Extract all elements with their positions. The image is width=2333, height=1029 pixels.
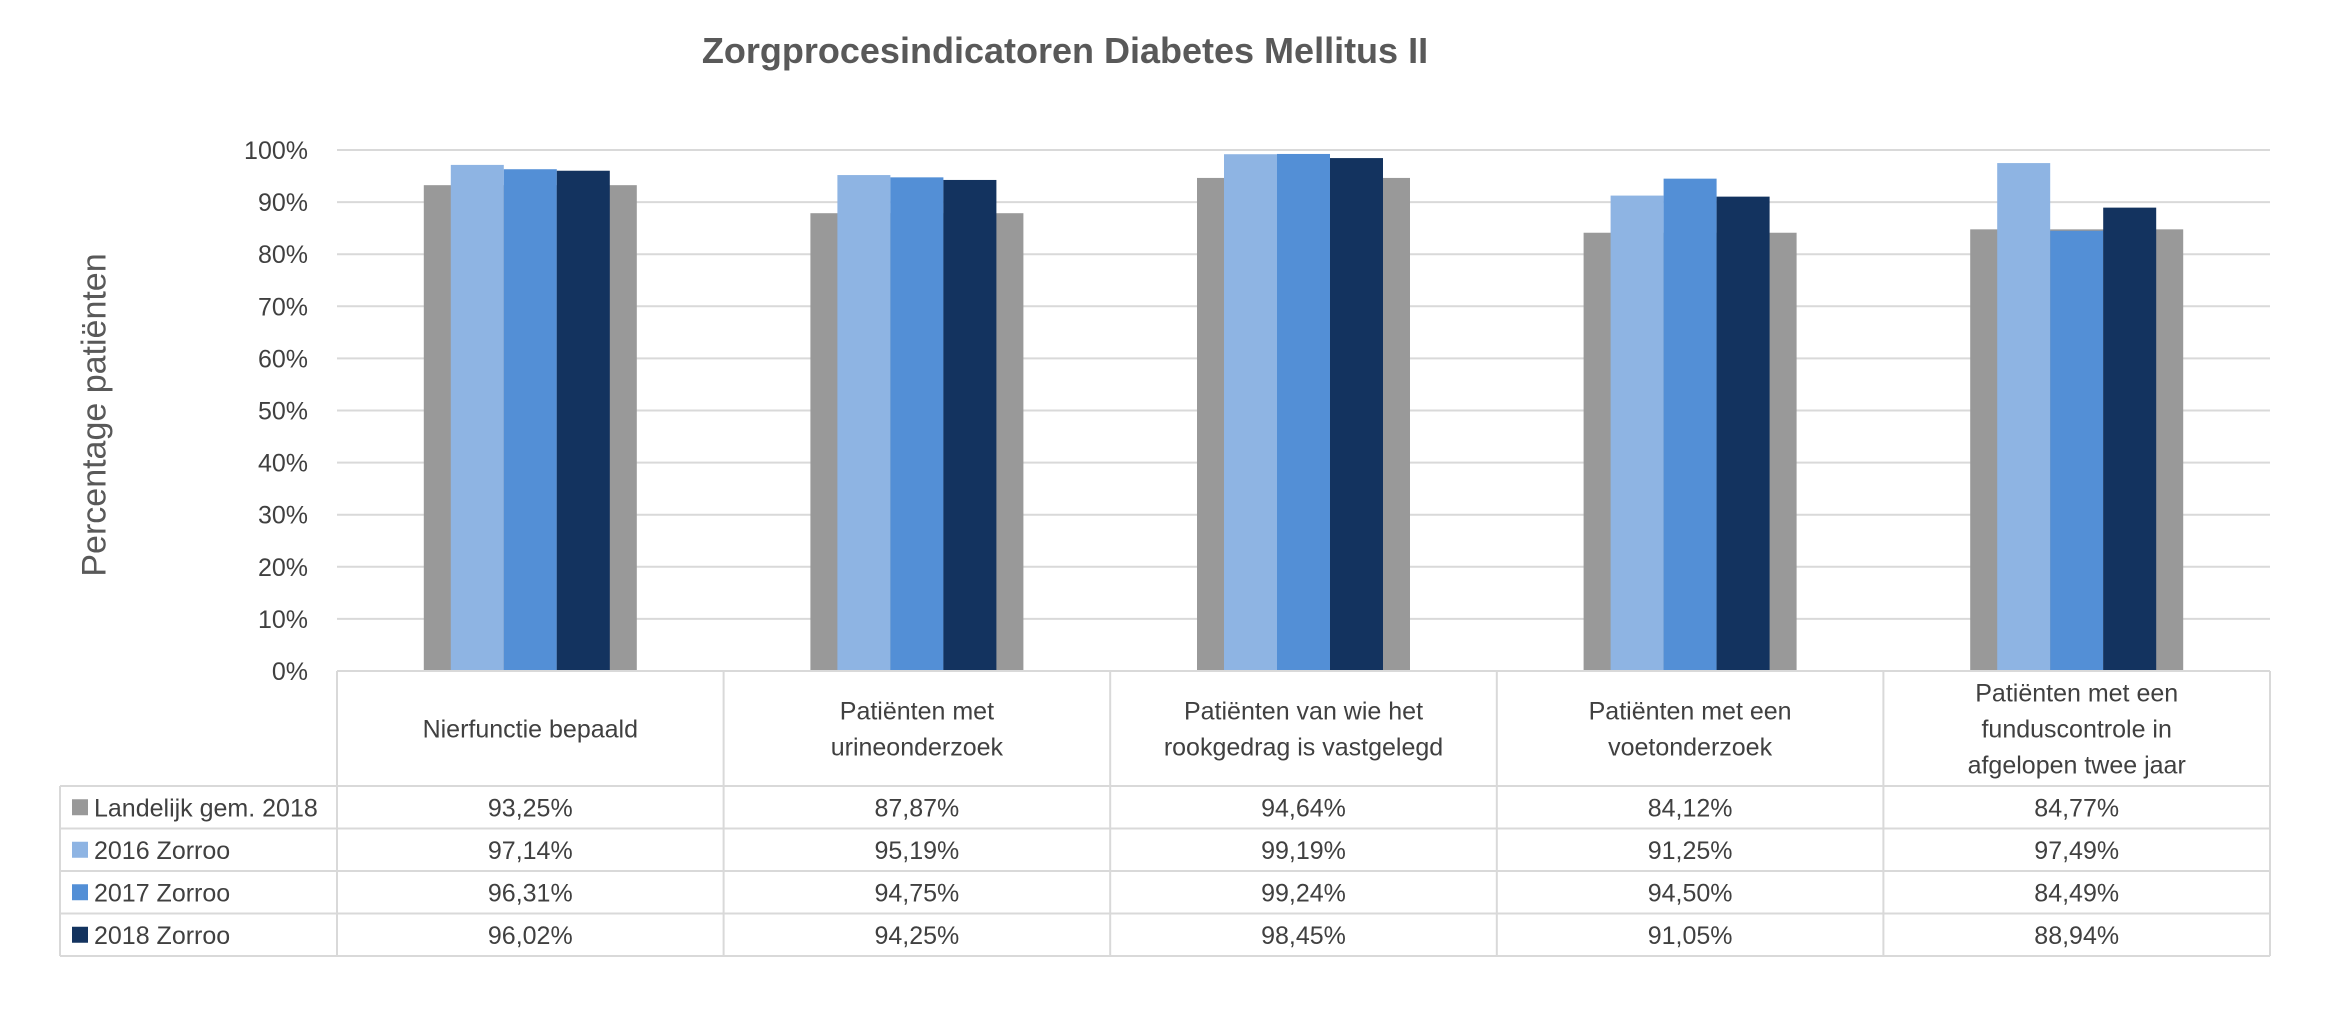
y-tick-label: 80% [258,241,308,269]
data-label: 93,25% [488,794,573,822]
y-tick-label: 40% [258,450,308,478]
bar-2017-zorroo [2050,230,2104,671]
bar-2018-zorroo [1716,196,1770,671]
bar-2017-zorroo [1663,178,1717,671]
data-label: 94,50% [1648,879,1733,907]
data-label: 88,94% [2034,922,2119,950]
legend-label: Landelijk gem. 2018 [94,794,318,822]
legend-swatch [72,799,88,816]
data-label: 95,19% [875,837,960,865]
data-label: 99,24% [1261,879,1346,907]
category-label: funduscontrole in [1981,716,2171,744]
category-label: urineonderzoek [831,734,1004,762]
legend-swatch [72,926,88,943]
y-tick-label: 0% [272,658,308,686]
data-label: 84,49% [2034,879,2119,907]
y-tick-label: 90% [258,189,308,217]
category-label: afgelopen twee jaar [1968,752,2186,780]
category-label: Patiënten van wie het [1184,698,1423,726]
data-label: 98,45% [1261,922,1346,950]
y-tick-label: 60% [258,345,308,373]
category-label: Patiënten met [840,698,994,726]
chart-title: Zorgprocesindicatoren Diabetes Mellitus … [701,30,1429,71]
y-tick-label: 10% [258,606,308,634]
data-label: 91,05% [1648,922,1733,950]
bar-2016-zorroo [1224,154,1277,671]
legend-label: 2016 Zorroo [94,837,230,865]
legend-label: 2018 Zorroo [94,922,230,950]
bar-2018-zorroo [2103,207,2157,671]
legend-swatch [72,841,88,858]
y-tick-label: 70% [258,293,308,321]
bar-2018-zorroo [1330,158,1383,671]
category-label: Nierfunctie bepaald [423,716,638,744]
legend-swatch [72,884,88,901]
data-label: 97,14% [488,837,573,865]
data-label: 94,64% [1261,794,1346,822]
category-label: Patiënten met een [1975,680,2178,708]
legend-label: 2017 Zorroo [94,879,230,907]
bar-2017-zorroo [1277,153,1330,671]
category-label: Patiënten met een [1589,698,1792,726]
data-label: 84,77% [2034,794,2119,822]
y-tick-label: 30% [258,502,308,530]
data-label: 94,75% [875,879,960,907]
data-label: 99,19% [1261,837,1346,865]
bar-2018-zorroo [943,179,997,671]
bar-2016-zorroo [1997,163,2051,672]
y-tick-label: 100% [244,137,308,165]
data-label: 91,25% [1648,837,1733,865]
y-tick-label: 50% [258,398,308,426]
data-label: 87,87% [875,794,960,822]
data-label: 94,25% [875,922,960,950]
category-label: voetonderzoek [1608,734,1773,762]
data-label: 97,49% [2034,837,2119,865]
bar-2018-zorroo [556,170,610,672]
bar-2016-zorroo [450,164,504,671]
bar-2017-zorroo [890,177,944,672]
category-label: rookgedrag is vastgelegd [1164,734,1443,762]
data-label: 84,12% [1648,794,1733,822]
bar-2017-zorroo [503,169,557,671]
bar-2016-zorroo [837,175,891,671]
data-label: 96,02% [488,922,573,950]
bar-2016-zorroo [1610,195,1664,671]
data-label: 96,31% [488,879,573,907]
y-tick-label: 20% [258,554,308,582]
